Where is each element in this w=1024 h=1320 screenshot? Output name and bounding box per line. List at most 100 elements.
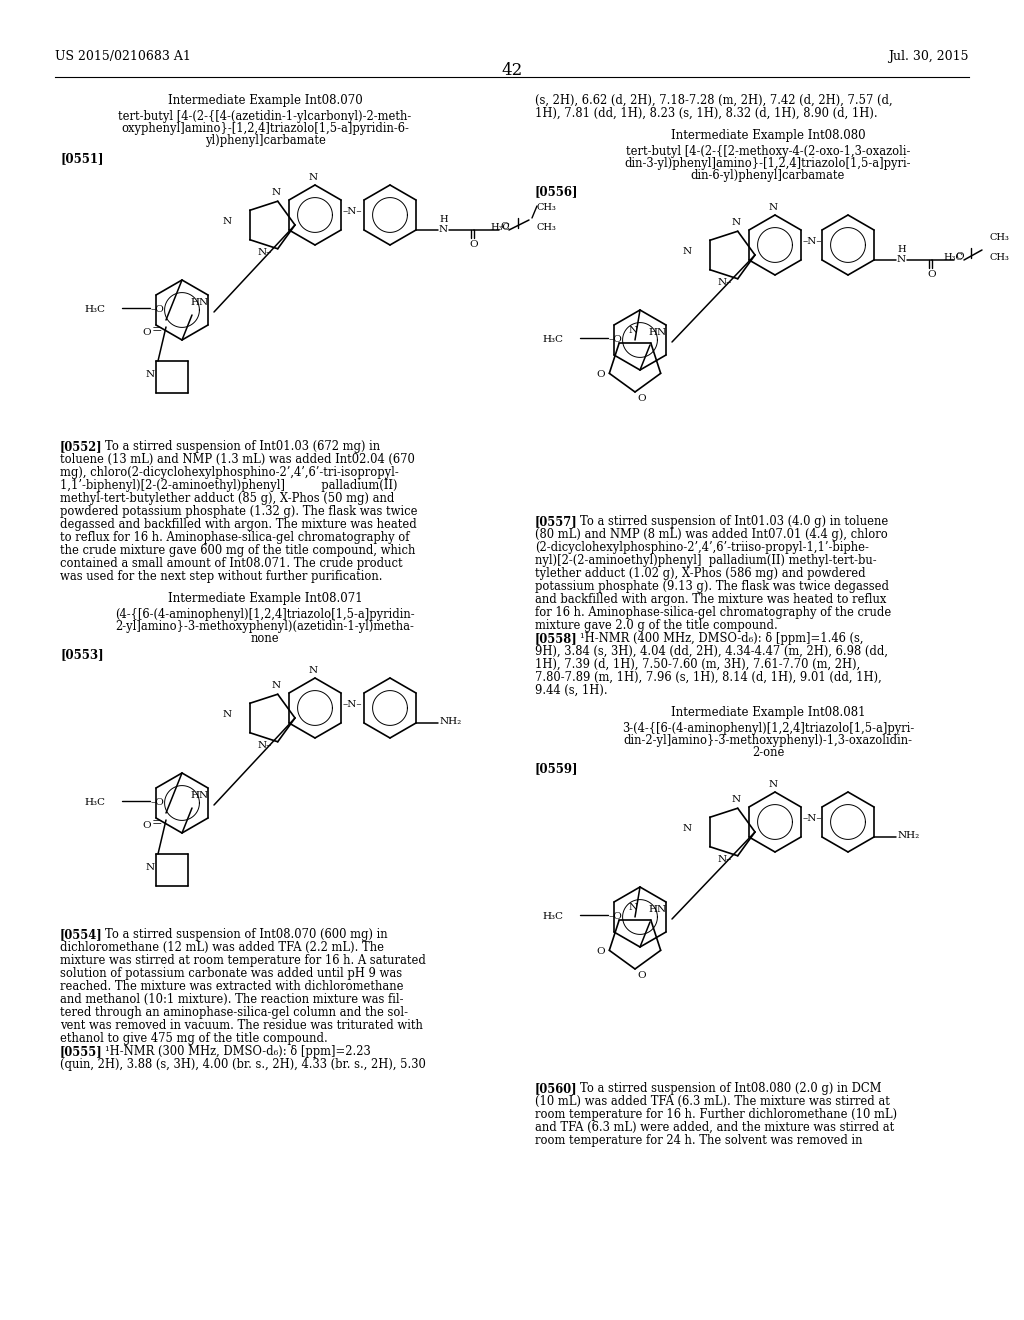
Text: ¹H-NMR (400 MHz, DMSO-d₆): δ [ppm]=1.46 (s,: ¹H-NMR (400 MHz, DMSO-d₆): δ [ppm]=1.46 … [580, 632, 863, 645]
Text: 1H), 7.39 (d, 1H), 7.50-7.60 (m, 3H), 7.61-7.70 (m, 2H),: 1H), 7.39 (d, 1H), 7.50-7.60 (m, 3H), 7.… [535, 657, 860, 671]
Text: =: = [152, 816, 163, 829]
Text: N: N [897, 255, 906, 264]
Text: N: N [732, 218, 741, 227]
Text: N: N [769, 780, 778, 789]
Text: [0558]: [0558] [535, 632, 578, 645]
Text: CH₃: CH₃ [990, 253, 1010, 261]
Text: –N–: –N– [803, 814, 822, 822]
Text: N: N [272, 681, 282, 690]
Text: O: O [596, 946, 604, 956]
Text: nyl)[2-(2-aminoethyl)phenyl]  palladium(II) methyl-tert-bu-: nyl)[2-(2-aminoethyl)phenyl] palladium(I… [535, 554, 877, 568]
Text: N: N [223, 216, 232, 226]
Text: was used for the next step without further purification.: was used for the next step without furth… [60, 570, 383, 583]
Text: H₃C: H₃C [943, 253, 963, 261]
Text: N: N [146, 863, 155, 873]
Text: H: H [439, 215, 447, 224]
Text: H₃C: H₃C [542, 335, 563, 345]
Text: solution of potassium carbonate was added until pH 9 was: solution of potassium carbonate was adde… [60, 968, 402, 979]
Text: HN: HN [190, 298, 208, 308]
Text: 2-one: 2-one [752, 746, 784, 759]
Text: H₃C: H₃C [84, 799, 105, 807]
Text: dichloromethane (12 mL) was added TFA (2.2 mL). The: dichloromethane (12 mL) was added TFA (2… [60, 941, 384, 954]
Text: and TFA (6.3 mL) were added, and the mixture was stirred at: and TFA (6.3 mL) were added, and the mix… [535, 1121, 894, 1134]
Text: [0560]: [0560] [535, 1082, 578, 1096]
Text: 7.80-7.89 (m, 1H), 7.96 (s, 1H), 8.14 (d, 1H), 9.01 (dd, 1H),: 7.80-7.89 (m, 1H), 7.96 (s, 1H), 8.14 (d… [535, 671, 882, 684]
Text: HN: HN [648, 906, 667, 913]
Text: N–: N– [258, 741, 272, 750]
Text: none: none [251, 632, 280, 645]
Text: Jul. 30, 2015: Jul. 30, 2015 [889, 50, 969, 63]
Text: N: N [439, 224, 449, 234]
Text: to reflux for 16 h. Aminophase-silica-gel chromatography of: to reflux for 16 h. Aminophase-silica-ge… [60, 531, 410, 544]
Text: 1,1’-biphenyl)[2-(2-aminoethyl)phenyl]          palladium(II): 1,1’-biphenyl)[2-(2-aminoethyl)phenyl] p… [60, 479, 397, 492]
Text: N: N [223, 710, 232, 719]
Text: ethanol to give 475 mg of the title compound.: ethanol to give 475 mg of the title comp… [60, 1032, 328, 1045]
Text: O: O [142, 327, 151, 337]
Text: [0553]: [0553] [60, 648, 103, 661]
Text: –O: –O [151, 799, 165, 807]
Text: O: O [637, 972, 645, 979]
Text: 1H), 7.81 (dd, 1H), 8.23 (s, 1H), 8.32 (d, 1H), 8.90 (d, 1H).: 1H), 7.81 (dd, 1H), 8.23 (s, 1H), 8.32 (… [535, 107, 878, 120]
Text: 3-(4-{[6-(4-aminophenyl)[1,2,4]triazolo[1,5-a]pyri-: 3-(4-{[6-(4-aminophenyl)[1,2,4]triazolo[… [622, 722, 914, 735]
Text: To a stirred suspension of Int01.03 (672 mg) in: To a stirred suspension of Int01.03 (672… [105, 440, 380, 453]
Text: N: N [272, 187, 282, 197]
Text: (4-{[6-(4-aminophenyl)[1,2,4]triazolo[1,5-a]pyridin-: (4-{[6-(4-aminophenyl)[1,2,4]triazolo[1,… [115, 609, 415, 620]
Text: mg), chloro(2-dicyclohexylphosphino-2’,4’,6’-tri-isopropyl-: mg), chloro(2-dicyclohexylphosphino-2’,4… [60, 466, 398, 479]
Text: N: N [146, 370, 155, 379]
Text: –N–: –N– [343, 207, 362, 216]
Text: tert-butyl [4-(2-{[2-methoxy-4-(2-oxo-1,3-oxazoli-: tert-butyl [4-(2-{[2-methoxy-4-(2-oxo-1,… [626, 145, 910, 158]
Text: N: N [309, 173, 318, 182]
Text: din-6-yl)phenyl]carbamate: din-6-yl)phenyl]carbamate [691, 169, 845, 182]
Text: N: N [683, 247, 692, 256]
Text: the crude mixture gave 600 mg of the title compound, which: the crude mixture gave 600 mg of the tit… [60, 544, 416, 557]
Text: NH₂: NH₂ [898, 832, 921, 840]
Text: toluene (13 mL) and NMP (1.3 mL) was added Int02.04 (670: toluene (13 mL) and NMP (1.3 mL) was add… [60, 453, 415, 466]
Text: and methanol (10:1 mixture). The reaction mixture was fil-: and methanol (10:1 mixture). The reactio… [60, 993, 403, 1006]
Text: degassed and backfilled with argon. The mixture was heated: degassed and backfilled with argon. The … [60, 517, 417, 531]
Text: methyl-tert-butylether adduct (85 g), X-Phos (50 mg) and: methyl-tert-butylether adduct (85 g), X-… [60, 492, 394, 506]
Text: N–: N– [718, 279, 732, 286]
Text: (80 mL) and NMP (8 mL) was added Int07.01 (4.4 g), chloro: (80 mL) and NMP (8 mL) was added Int07.0… [535, 528, 888, 541]
Text: oxyphenyl]amino}-[1,2,4]triazolo[1,5-a]pyridin-6-: oxyphenyl]amino}-[1,2,4]triazolo[1,5-a]p… [121, 121, 409, 135]
Text: potassium phosphate (9.13 g). The flask was twice degassed: potassium phosphate (9.13 g). The flask … [535, 579, 889, 593]
Text: 42: 42 [502, 62, 522, 79]
Text: H₃C: H₃C [542, 912, 563, 921]
Text: din-3-yl)phenyl]amino}-[1,2,4]triazolo[1,5-a]pyri-: din-3-yl)phenyl]amino}-[1,2,4]triazolo[1… [625, 157, 911, 170]
Text: N: N [309, 667, 318, 675]
Text: Intermediate Example Int08.070: Intermediate Example Int08.070 [168, 94, 362, 107]
Text: N–: N– [258, 248, 272, 257]
Text: –N–: –N– [343, 700, 362, 709]
Text: HN: HN [190, 791, 208, 800]
Text: [0554]: [0554] [60, 928, 102, 941]
Text: O: O [927, 271, 936, 279]
Text: O: O [500, 222, 509, 231]
Text: vent was removed in vacuum. The residue was triturated with: vent was removed in vacuum. The residue … [60, 1019, 423, 1032]
Text: H: H [897, 246, 905, 253]
Text: O: O [955, 252, 964, 261]
Text: contained a small amount of Int08.071. The crude product: contained a small amount of Int08.071. T… [60, 557, 402, 570]
Text: [0559]: [0559] [535, 762, 579, 775]
Text: To a stirred suspension of Int08.080 (2.0 g) in DCM: To a stirred suspension of Int08.080 (2.… [580, 1082, 882, 1096]
Text: 9H), 3.84 (s, 3H), 4.04 (dd, 2H), 4.34-4.47 (m, 2H), 6.98 (dd,: 9H), 3.84 (s, 3H), 4.04 (dd, 2H), 4.34-4… [535, 645, 888, 657]
Text: N: N [629, 326, 638, 335]
Text: H₃C: H₃C [84, 305, 105, 314]
Text: yl)phenyl]carbamate: yl)phenyl]carbamate [205, 135, 326, 147]
Text: NH₂: NH₂ [440, 717, 462, 726]
Text: –O: –O [609, 335, 623, 345]
Text: N–: N– [718, 855, 732, 865]
Text: tert-butyl [4-(2-{[4-(azetidin-1-ylcarbonyl)-2-meth-: tert-butyl [4-(2-{[4-(azetidin-1-ylcarbo… [119, 110, 412, 123]
Text: [0551]: [0551] [60, 152, 103, 165]
Text: O: O [142, 821, 151, 830]
Text: Intermediate Example Int08.071: Intermediate Example Int08.071 [168, 591, 362, 605]
Text: [0555]: [0555] [60, 1045, 102, 1059]
Text: N: N [732, 795, 741, 804]
Text: =: = [152, 323, 163, 337]
Text: for 16 h. Aminophase-silica-gel chromatography of the crude: for 16 h. Aminophase-silica-gel chromato… [535, 606, 891, 619]
Text: [0557]: [0557] [535, 515, 578, 528]
Text: CH₃: CH₃ [537, 223, 557, 232]
Text: N: N [683, 824, 692, 833]
Text: 9.44 (s, 1H).: 9.44 (s, 1H). [535, 684, 607, 697]
Text: Intermediate Example Int08.081: Intermediate Example Int08.081 [671, 706, 865, 719]
Text: tered through an aminophase-silica-gel column and the sol-: tered through an aminophase-silica-gel c… [60, 1006, 408, 1019]
Text: –N–: –N– [803, 238, 822, 246]
